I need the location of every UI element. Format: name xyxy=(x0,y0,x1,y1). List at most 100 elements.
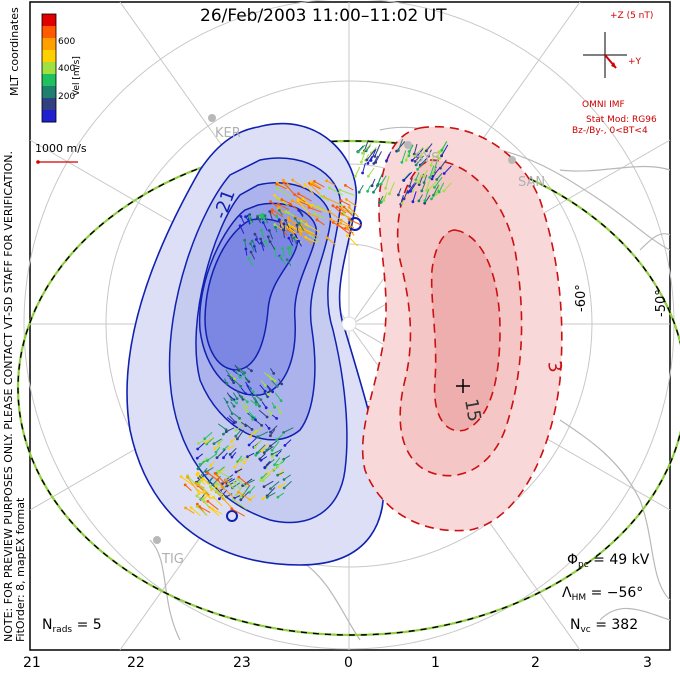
vector-origin xyxy=(238,375,242,379)
vector-origin xyxy=(244,247,248,251)
vector-origin xyxy=(214,484,218,487)
vector-origin xyxy=(417,181,421,184)
contour-label: 3 xyxy=(543,359,566,374)
velocity-vector xyxy=(221,487,235,498)
velocity-vector xyxy=(226,417,235,424)
vector-origin xyxy=(430,177,434,181)
vector-origin xyxy=(291,178,295,182)
velocity-vector xyxy=(202,478,211,486)
vector-origin xyxy=(300,219,303,223)
velocity-vector xyxy=(309,234,320,243)
velocity-vector xyxy=(262,473,271,482)
vector-origin xyxy=(325,236,329,240)
vector-origin xyxy=(270,208,274,212)
vector-origin xyxy=(232,480,236,484)
vector-origin xyxy=(427,154,430,158)
velocity-vector xyxy=(374,144,381,157)
vector-origin xyxy=(233,465,236,469)
colorbar-segment xyxy=(42,50,56,63)
vector-origin xyxy=(271,455,274,458)
vector-origin xyxy=(353,175,357,178)
vector-origin xyxy=(230,440,233,443)
vector-origin xyxy=(385,159,388,163)
imf-clock-dial xyxy=(583,32,627,78)
vector-origin xyxy=(264,384,267,387)
vector-origin xyxy=(278,485,281,489)
velocity-vector xyxy=(266,492,276,498)
vector-origin xyxy=(273,194,276,197)
lambda-hm-symbol: Λ xyxy=(562,585,572,601)
velocity-vector xyxy=(346,227,355,236)
vector-origin xyxy=(372,162,376,165)
vector-origin xyxy=(203,437,207,441)
imf-y-label: +Y xyxy=(628,57,642,67)
mlt-tick: 0 xyxy=(344,655,353,671)
vector-origin xyxy=(239,215,243,218)
vector-origin xyxy=(297,208,301,212)
velocity-vector xyxy=(235,366,246,374)
vector-origin xyxy=(347,218,351,221)
velocity-vector xyxy=(413,143,418,155)
vector-origin xyxy=(260,449,264,453)
vector-origin xyxy=(269,444,272,448)
vector-origin xyxy=(237,490,240,494)
vector-origin xyxy=(183,483,187,487)
station-label: SAN xyxy=(518,175,545,190)
lambda-hm-subscript: HM xyxy=(571,593,587,603)
vector-origin xyxy=(277,218,281,222)
velocity-vector xyxy=(341,219,355,229)
vector-origin xyxy=(264,406,268,410)
vector-origin xyxy=(290,233,293,237)
vector-origin xyxy=(259,237,262,241)
vector-origin xyxy=(196,447,200,451)
vector-origin xyxy=(293,217,297,220)
vector-origin xyxy=(420,189,424,193)
vector-origin xyxy=(218,497,221,501)
vector-origin xyxy=(335,205,339,209)
vector-origin xyxy=(402,197,406,201)
vector-origin xyxy=(373,155,377,158)
vector-origin xyxy=(357,150,360,154)
vector-origin xyxy=(435,192,438,196)
velocity-vector xyxy=(229,447,237,455)
vector-origin xyxy=(205,459,209,462)
vector-origin xyxy=(345,226,349,230)
velocity-vector xyxy=(389,181,395,194)
velocity-vector xyxy=(417,160,426,170)
vector-origin xyxy=(255,403,258,407)
velocity-vector xyxy=(228,415,236,423)
vector-origin xyxy=(417,183,421,187)
vector-origin xyxy=(234,434,238,438)
velocity-vector xyxy=(232,482,241,489)
velocity-vector xyxy=(302,198,313,208)
vector-origin xyxy=(367,174,370,178)
vector-origin xyxy=(287,216,290,220)
mlt-tick: 22 xyxy=(127,655,145,671)
n-vc-subscript: vc xyxy=(580,625,591,635)
lambda-hm-value: = −56° xyxy=(590,585,644,601)
vector-origin xyxy=(284,219,287,222)
vector-origin xyxy=(197,442,200,445)
velocity-vector xyxy=(429,165,435,178)
vector-origin xyxy=(255,451,259,455)
vector-origin xyxy=(442,189,446,193)
positive-cell xyxy=(361,126,563,532)
velocity-vector xyxy=(293,237,298,246)
velocity-vector xyxy=(284,439,292,446)
velocity-vector xyxy=(329,211,341,221)
vector-origin xyxy=(261,497,265,501)
vector-origin xyxy=(272,372,276,375)
vector-origin xyxy=(202,490,206,493)
vector-origin xyxy=(344,184,347,187)
velocity-vector xyxy=(214,473,228,486)
vector-origin xyxy=(270,377,273,381)
vector-origin xyxy=(347,206,351,209)
vector-origin xyxy=(251,418,255,421)
velocity-vector xyxy=(270,481,280,490)
vector-origin xyxy=(282,457,286,461)
vector-origin xyxy=(339,221,342,225)
vector-origin xyxy=(382,199,386,202)
vector-origin xyxy=(260,424,264,427)
vector-origin xyxy=(259,213,262,217)
